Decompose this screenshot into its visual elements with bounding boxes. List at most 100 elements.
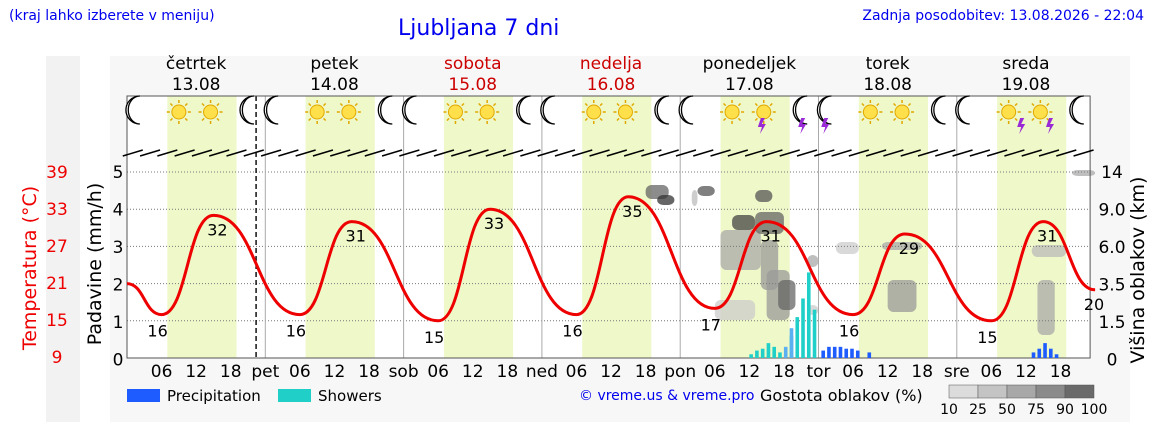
- precip-bar: [755, 350, 759, 358]
- credit-link[interactable]: © vreme.us & vreme.pro: [579, 388, 755, 404]
- temp-max-label: 32: [207, 220, 227, 239]
- wind-barb-icon: [329, 149, 351, 157]
- wind-barb-icon: [986, 149, 1008, 157]
- cloud-density-swatch: [977, 384, 1008, 399]
- precip-tick: 0: [113, 351, 124, 371]
- sun-ray: [631, 117, 635, 122]
- sun-ray: [1014, 102, 1018, 107]
- wind-barb-icon: [1021, 149, 1042, 157]
- temp-tick: 21: [46, 274, 68, 294]
- wind-barb-icon: [744, 149, 766, 157]
- day-name: torek: [866, 54, 910, 74]
- wind-barb-icon: [710, 149, 731, 157]
- hour-tick: 18: [220, 362, 242, 382]
- cloud-density-tick: 25: [969, 402, 987, 418]
- cloud-density-tick: 75: [1027, 402, 1045, 418]
- hour-tick: 06: [842, 362, 864, 382]
- precip-bar: [1037, 348, 1042, 358]
- temp-tick: 9: [52, 348, 63, 368]
- sun-ray: [169, 102, 174, 107]
- sun-ray: [446, 102, 450, 107]
- hour-tick: 12: [324, 362, 346, 382]
- precip-tick: 2: [113, 276, 124, 296]
- precip-bar: [778, 352, 782, 358]
- sun-ray: [754, 117, 758, 122]
- wind-barb-icon: [399, 149, 420, 157]
- cloud-density-tick: 100: [1081, 402, 1108, 418]
- day-abbr: sob: [389, 362, 419, 382]
- wind-barb-icon: [139, 149, 161, 157]
- wind-barb-icon: [675, 149, 697, 157]
- sun-ray: [1031, 102, 1035, 107]
- sun-ray: [322, 102, 327, 107]
- wind-barb-icon: [1004, 149, 1025, 157]
- temperature-line: [126, 195, 1096, 323]
- precip-bar: [783, 346, 788, 358]
- hour-tick: 18: [635, 362, 657, 382]
- moon-icon: [955, 95, 970, 125]
- wind-barb-icon: [520, 149, 541, 157]
- menu-hint-link[interactable]: (kraj lahko izberete v meniju): [9, 8, 215, 24]
- day-abbr: ned: [526, 362, 558, 382]
- sun-ray: [461, 102, 465, 107]
- sun-icon: [1032, 104, 1048, 120]
- cloud-height-tick: 14: [1101, 163, 1123, 183]
- precip-tick: 1: [113, 313, 124, 333]
- cloud-height-tick: 9.0: [1098, 201, 1125, 221]
- sun-icon: [756, 104, 772, 120]
- cloud-cover-patch: [778, 280, 796, 310]
- temp-max-label: 31: [346, 227, 366, 246]
- temp-max-label: 31: [760, 227, 780, 246]
- day-date: 14.08: [310, 75, 359, 95]
- plot-frame: [126, 95, 1091, 359]
- precip-tick: 4: [113, 201, 124, 221]
- sun-icon: [341, 104, 357, 120]
- wind-barb-icon: [1056, 149, 1077, 157]
- sun-ray: [339, 102, 344, 107]
- temp-min-label: 16: [839, 322, 859, 341]
- temp-min-label: 17: [701, 315, 721, 334]
- hour-tick: 06: [289, 362, 311, 382]
- wind-barb-icon: [814, 149, 835, 157]
- temp-tick: 27: [46, 237, 68, 257]
- temp-min-label: 15: [424, 328, 444, 347]
- moon-icon: [816, 95, 832, 125]
- wind-barb-icon: [554, 149, 576, 157]
- wind-barb-icon: [1038, 149, 1060, 157]
- wind-barb-icon: [295, 149, 316, 157]
- moon-icon: [125, 95, 140, 125]
- wind-barb-icon: [589, 149, 610, 157]
- moon-icon: [654, 95, 669, 125]
- hour-tick: 12: [600, 362, 622, 382]
- lightning-icon: [798, 118, 807, 134]
- temp-tick: 33: [46, 200, 68, 220]
- cloud-cover-patch: [887, 280, 917, 312]
- hour-tick: 12: [462, 362, 484, 382]
- moon-icon: [401, 95, 417, 125]
- wind-barb-icon: [623, 149, 645, 157]
- hour-tick: 06: [427, 362, 449, 382]
- sun-ray: [492, 117, 497, 122]
- legend-showers-swatch: [278, 389, 311, 402]
- sun-icon: [1001, 104, 1017, 120]
- temp-max-label: 33: [484, 214, 504, 233]
- last-updated: Zadnja posodobitev: 13.08.2026 - 22:04: [862, 8, 1144, 24]
- moon-icon: [540, 95, 555, 125]
- wind-barb-icon: [157, 149, 178, 157]
- day-name: sobota: [444, 54, 502, 74]
- sun-ray: [308, 102, 312, 107]
- wind-barb-icon: [831, 149, 852, 157]
- left-panel: [46, 56, 80, 422]
- sun-ray: [599, 102, 603, 107]
- cloud-height-tick: 3.5: [1098, 276, 1125, 296]
- temp-tick: 39: [46, 163, 68, 183]
- page-title: Ljubljana 7 dni: [398, 16, 560, 41]
- temp-min-label: 15: [977, 328, 997, 347]
- day-date: 19.08: [1002, 75, 1051, 95]
- hour-tick: 12: [185, 362, 207, 382]
- sun-ray: [308, 117, 312, 122]
- precip-bar: [812, 309, 817, 358]
- wind-barb-icon: [191, 149, 213, 157]
- day-name: četrtek: [166, 54, 227, 74]
- sun-ray: [354, 102, 358, 107]
